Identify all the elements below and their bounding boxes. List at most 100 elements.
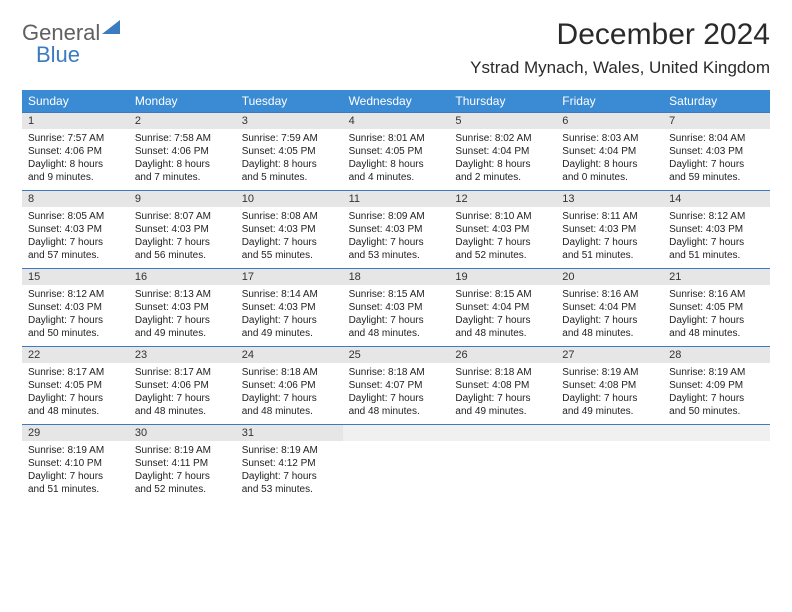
day-body <box>449 441 556 493</box>
day-body: Sunrise: 8:01 AMSunset: 4:05 PMDaylight:… <box>343 129 450 190</box>
calendar-cell: 31Sunrise: 8:19 AMSunset: 4:12 PMDayligh… <box>236 424 343 502</box>
calendar-cell <box>663 424 770 502</box>
day-body: Sunrise: 8:16 AMSunset: 4:04 PMDaylight:… <box>556 285 663 346</box>
day-body: Sunrise: 8:08 AMSunset: 4:03 PMDaylight:… <box>236 207 343 268</box>
day-header: Thursday <box>449 90 556 112</box>
day-body: Sunrise: 8:16 AMSunset: 4:05 PMDaylight:… <box>663 285 770 346</box>
day-number: 6 <box>556 113 663 129</box>
day-body: Sunrise: 8:10 AMSunset: 4:03 PMDaylight:… <box>449 207 556 268</box>
calendar-cell: 15Sunrise: 8:12 AMSunset: 4:03 PMDayligh… <box>22 268 129 346</box>
day-body: Sunrise: 8:12 AMSunset: 4:03 PMDaylight:… <box>663 207 770 268</box>
day-body: Sunrise: 8:19 AMSunset: 4:12 PMDaylight:… <box>236 441 343 502</box>
day-number: 8 <box>22 191 129 207</box>
day-body: Sunrise: 8:19 AMSunset: 4:10 PMDaylight:… <box>22 441 129 502</box>
day-number: 14 <box>663 191 770 207</box>
day-body: Sunrise: 8:18 AMSunset: 4:08 PMDaylight:… <box>449 363 556 424</box>
calendar-cell: 30Sunrise: 8:19 AMSunset: 4:11 PMDayligh… <box>129 424 236 502</box>
calendar-cell: 26Sunrise: 8:18 AMSunset: 4:08 PMDayligh… <box>449 346 556 424</box>
day-body: Sunrise: 8:17 AMSunset: 4:05 PMDaylight:… <box>22 363 129 424</box>
calendar-cell: 25Sunrise: 8:18 AMSunset: 4:07 PMDayligh… <box>343 346 450 424</box>
day-number: 9 <box>129 191 236 207</box>
day-body <box>556 441 663 493</box>
day-number <box>343 425 450 441</box>
day-number <box>556 425 663 441</box>
day-body: Sunrise: 8:05 AMSunset: 4:03 PMDaylight:… <box>22 207 129 268</box>
calendar-cell: 9Sunrise: 8:07 AMSunset: 4:03 PMDaylight… <box>129 190 236 268</box>
day-number <box>449 425 556 441</box>
title-block: December 2024 Ystrad Mynach, Wales, Unit… <box>470 18 770 78</box>
day-body: Sunrise: 8:18 AMSunset: 4:06 PMDaylight:… <box>236 363 343 424</box>
day-body: Sunrise: 8:19 AMSunset: 4:08 PMDaylight:… <box>556 363 663 424</box>
day-body: Sunrise: 8:15 AMSunset: 4:03 PMDaylight:… <box>343 285 450 346</box>
calendar-cell: 12Sunrise: 8:10 AMSunset: 4:03 PMDayligh… <box>449 190 556 268</box>
calendar-cell: 23Sunrise: 8:17 AMSunset: 4:06 PMDayligh… <box>129 346 236 424</box>
day-body: Sunrise: 7:57 AMSunset: 4:06 PMDaylight:… <box>22 129 129 190</box>
day-body: Sunrise: 8:11 AMSunset: 4:03 PMDaylight:… <box>556 207 663 268</box>
day-number: 31 <box>236 425 343 441</box>
day-number: 29 <box>22 425 129 441</box>
day-number: 16 <box>129 269 236 285</box>
day-number: 22 <box>22 347 129 363</box>
logo-text-2: Blue <box>36 42 80 67</box>
day-number: 19 <box>449 269 556 285</box>
calendar-cell <box>556 424 663 502</box>
day-number: 3 <box>236 113 343 129</box>
calendar-cell: 3Sunrise: 7:59 AMSunset: 4:05 PMDaylight… <box>236 112 343 190</box>
calendar-cell: 1Sunrise: 7:57 AMSunset: 4:06 PMDaylight… <box>22 112 129 190</box>
day-number: 28 <box>663 347 770 363</box>
page-title: December 2024 <box>470 18 770 52</box>
calendar-cell: 4Sunrise: 8:01 AMSunset: 4:05 PMDaylight… <box>343 112 450 190</box>
day-number: 10 <box>236 191 343 207</box>
day-body: Sunrise: 8:17 AMSunset: 4:06 PMDaylight:… <box>129 363 236 424</box>
day-header: Friday <box>556 90 663 112</box>
day-number: 7 <box>663 113 770 129</box>
day-number: 24 <box>236 347 343 363</box>
day-body: Sunrise: 8:13 AMSunset: 4:03 PMDaylight:… <box>129 285 236 346</box>
day-number: 17 <box>236 269 343 285</box>
day-number: 15 <box>22 269 129 285</box>
day-body: Sunrise: 8:12 AMSunset: 4:03 PMDaylight:… <box>22 285 129 346</box>
calendar-cell: 8Sunrise: 8:05 AMSunset: 4:03 PMDaylight… <box>22 190 129 268</box>
calendar-cell: 16Sunrise: 8:13 AMSunset: 4:03 PMDayligh… <box>129 268 236 346</box>
day-number: 5 <box>449 113 556 129</box>
calendar-cell: 13Sunrise: 8:11 AMSunset: 4:03 PMDayligh… <box>556 190 663 268</box>
day-body: Sunrise: 8:15 AMSunset: 4:04 PMDaylight:… <box>449 285 556 346</box>
calendar-cell: 24Sunrise: 8:18 AMSunset: 4:06 PMDayligh… <box>236 346 343 424</box>
calendar-cell: 18Sunrise: 8:15 AMSunset: 4:03 PMDayligh… <box>343 268 450 346</box>
day-body <box>663 441 770 493</box>
calendar-cell: 14Sunrise: 8:12 AMSunset: 4:03 PMDayligh… <box>663 190 770 268</box>
calendar-cell: 11Sunrise: 8:09 AMSunset: 4:03 PMDayligh… <box>343 190 450 268</box>
calendar-grid: SundayMondayTuesdayWednesdayThursdayFrid… <box>22 90 770 502</box>
calendar-cell: 7Sunrise: 8:04 AMSunset: 4:03 PMDaylight… <box>663 112 770 190</box>
day-number: 23 <box>129 347 236 363</box>
day-header: Tuesday <box>236 90 343 112</box>
day-number <box>663 425 770 441</box>
day-body: Sunrise: 8:04 AMSunset: 4:03 PMDaylight:… <box>663 129 770 190</box>
day-number: 25 <box>343 347 450 363</box>
day-header: Saturday <box>663 90 770 112</box>
calendar-cell: 5Sunrise: 8:02 AMSunset: 4:04 PMDaylight… <box>449 112 556 190</box>
calendar-cell: 21Sunrise: 8:16 AMSunset: 4:05 PMDayligh… <box>663 268 770 346</box>
day-number: 30 <box>129 425 236 441</box>
day-body <box>343 441 450 493</box>
day-header: Sunday <box>22 90 129 112</box>
day-body: Sunrise: 8:03 AMSunset: 4:04 PMDaylight:… <box>556 129 663 190</box>
location-text: Ystrad Mynach, Wales, United Kingdom <box>470 58 770 78</box>
day-number: 21 <box>663 269 770 285</box>
day-body: Sunrise: 8:14 AMSunset: 4:03 PMDaylight:… <box>236 285 343 346</box>
calendar-cell: 6Sunrise: 8:03 AMSunset: 4:04 PMDaylight… <box>556 112 663 190</box>
day-body: Sunrise: 7:59 AMSunset: 4:05 PMDaylight:… <box>236 129 343 190</box>
day-number: 12 <box>449 191 556 207</box>
day-number: 11 <box>343 191 450 207</box>
calendar-cell: 20Sunrise: 8:16 AMSunset: 4:04 PMDayligh… <box>556 268 663 346</box>
day-body: Sunrise: 8:18 AMSunset: 4:07 PMDaylight:… <box>343 363 450 424</box>
calendar-cell: 17Sunrise: 8:14 AMSunset: 4:03 PMDayligh… <box>236 268 343 346</box>
day-header: Wednesday <box>343 90 450 112</box>
day-body: Sunrise: 8:07 AMSunset: 4:03 PMDaylight:… <box>129 207 236 268</box>
day-number: 2 <box>129 113 236 129</box>
day-number: 1 <box>22 113 129 129</box>
day-number: 20 <box>556 269 663 285</box>
day-number: 13 <box>556 191 663 207</box>
calendar-cell <box>449 424 556 502</box>
day-body: Sunrise: 7:58 AMSunset: 4:06 PMDaylight:… <box>129 129 236 190</box>
